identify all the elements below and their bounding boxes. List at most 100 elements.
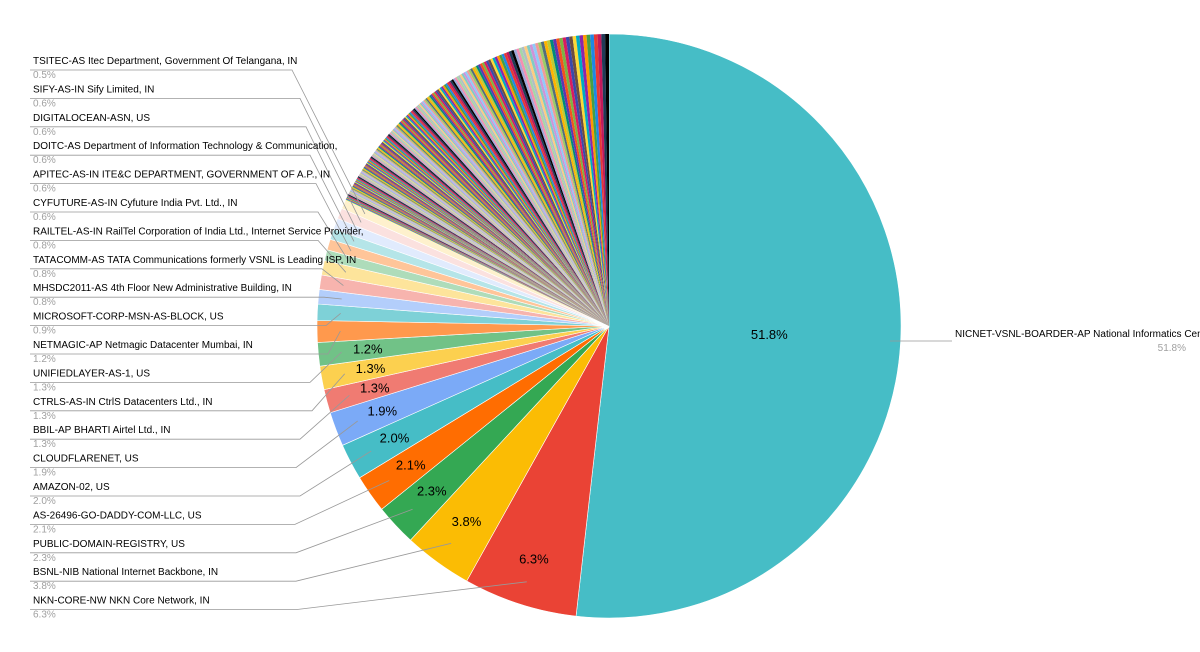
pie-slice-small: [473, 66, 609, 326]
pie-slice-small: [348, 192, 609, 326]
callout-percent: 2.3%: [33, 553, 56, 564]
callout-percent: 1.3%: [33, 382, 56, 393]
pie-slice-small: [430, 94, 609, 326]
pie-slice-small: [442, 85, 609, 326]
pie-slice-small: [413, 108, 609, 327]
pie-slice-small: [426, 96, 609, 326]
pie-slice-small: [403, 118, 609, 326]
pie-slice-small: [379, 144, 609, 326]
pie-slice-small: [432, 92, 609, 326]
callout-percent: 0.6%: [33, 184, 56, 195]
pie-slice-small: [354, 181, 609, 326]
in-slice-label: 3.8%: [452, 514, 482, 529]
pie-slice-small: [374, 151, 609, 326]
callout-name: CTRLS-AS-IN CtrlS Datacenters Ltd., IN: [33, 397, 213, 408]
pie-slice-small: [445, 83, 609, 327]
pie-slice-small: [358, 174, 609, 326]
pie-slice-small: [349, 191, 609, 326]
pie-slice-small: [374, 150, 609, 326]
pie-slice-small: [369, 157, 609, 326]
pie-slice-small: [516, 48, 609, 326]
pie-slice-small: [387, 134, 609, 326]
pie-slice-small: [477, 64, 609, 327]
pie-slice-small: [435, 90, 609, 327]
pie-slice-small: [361, 171, 609, 326]
leader-line: [30, 351, 342, 383]
pie-slice-small: [347, 196, 609, 326]
pie-slice-small: [404, 116, 609, 326]
pie-slice-small: [363, 166, 609, 326]
leader-line: [30, 296, 342, 300]
pie-slice-small: [348, 193, 609, 326]
pie-slice-small: [403, 117, 609, 326]
callout-name: NKN-CORE-NW NKN Core Network, IN: [33, 596, 210, 607]
callout-name: RAILTEL-AS-IN RailTel Corporation of Ind…: [33, 226, 364, 237]
pie-slice-small: [492, 57, 609, 327]
leader-line: [30, 211, 349, 262]
pie-slice-small: [352, 185, 609, 326]
leader-line: [30, 508, 413, 554]
pie-slice-small: [546, 40, 609, 327]
pie-slice-small: [380, 143, 609, 326]
pie-slices: [316, 33, 902, 619]
callout-percent: 2.0%: [33, 496, 56, 507]
pie-slice-small: [350, 189, 609, 326]
pie-slice-small: [446, 82, 609, 327]
pie-slice-small: [372, 154, 609, 326]
pie-slice-small: [456, 76, 609, 327]
pie-slice-small: [452, 78, 609, 326]
callout-name: CYFUTURE-AS-IN Cyfuture India Pvt. Ltd.,…: [33, 198, 238, 209]
pie-slice-small: [475, 65, 609, 326]
callout-percent: 0.8%: [33, 269, 56, 280]
pie-slice-small: [400, 120, 609, 326]
pie-slice-small: [605, 34, 609, 326]
pie-slice-small: [451, 79, 609, 326]
callout-percent: 0.9%: [33, 326, 56, 337]
pie-slice-small: [462, 72, 609, 326]
pie-slice-small: [569, 36, 609, 327]
pie-slice-small: [407, 113, 609, 327]
in-slice-label: 1.9%: [367, 404, 397, 419]
pie-slice-small: [361, 169, 609, 326]
pie-slice-small: [601, 34, 609, 326]
pie-slice-small: [368, 159, 609, 326]
callout-name: APITEC-AS-IN ITE&C DEPARTMENT, GOVERNMEN…: [33, 170, 330, 181]
pie-slice-small: [479, 63, 609, 326]
pie-slice-small: [367, 161, 609, 326]
pie-slice-small: [365, 164, 609, 326]
pie-slice-small: [526, 45, 609, 327]
pie-slice-small: [579, 35, 609, 327]
pie-slice-small: [415, 106, 609, 327]
pie-slice-nicnet-vsnl-boarder-ap-national-informat: [575, 33, 902, 619]
in-slice-label: 1.3%: [356, 361, 386, 376]
pie-slice-small: [350, 190, 609, 326]
pie-slice-small: [503, 52, 609, 327]
pie-slice-small: [481, 62, 609, 327]
pie-slice-small: [565, 36, 609, 327]
pie-slice-small: [406, 114, 609, 326]
pie-slice-small: [370, 157, 609, 326]
leader-line: [30, 581, 527, 610]
pie-slice-small: [392, 129, 609, 326]
pie-slice-small: [501, 53, 609, 327]
pie-slice-small: [535, 42, 609, 326]
pie-slice-small: [357, 176, 609, 326]
callout-labels: NICNET-VSNL-BOARDER-AP National Informat…: [33, 56, 1200, 621]
pie-slice-small: [436, 89, 609, 326]
pie-slice-small: [429, 95, 609, 326]
pie-slice-small: [355, 180, 609, 326]
leader-line: [30, 312, 341, 326]
pie-slice-small: [418, 103, 609, 326]
leader-line: [30, 126, 358, 232]
leader-line: [30, 98, 362, 223]
pie-slice-small: [355, 181, 609, 326]
callout-percent: 0.6%: [33, 127, 56, 138]
pie-slice-small: [529, 44, 609, 326]
pie-slice-small: [488, 59, 609, 327]
pie-slice-small: [370, 156, 609, 326]
leader-line: [30, 395, 350, 440]
pie-slice-small: [348, 193, 609, 326]
pie-slice-small: [377, 147, 609, 326]
pie-slice-small: [381, 142, 609, 326]
